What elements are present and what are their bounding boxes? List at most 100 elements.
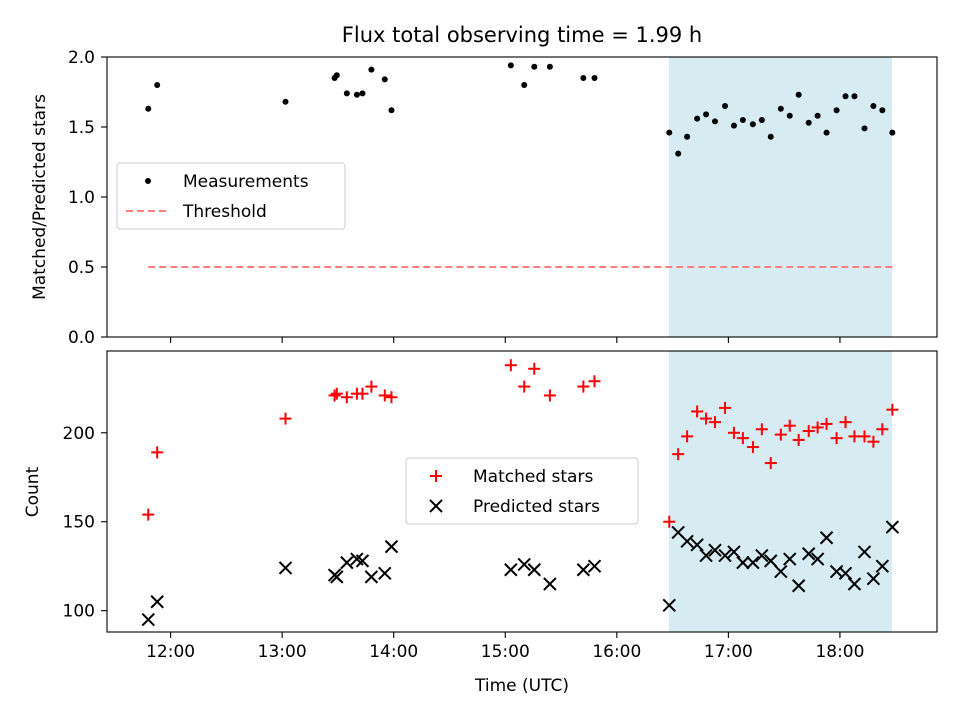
predicted-stars-point (699, 548, 713, 563)
predicted-stars-point (875, 559, 890, 573)
matched-stars-point (811, 421, 824, 434)
predicted-stars-point (587, 559, 602, 573)
legend-label-measurements: Measurements (183, 172, 309, 192)
measurements-point (154, 82, 161, 88)
predicted-stars-point (755, 548, 769, 563)
matched-stars-point (886, 403, 899, 416)
bottom-xtick-label: 16:00 (592, 642, 641, 662)
top-panel: 0.00.51.01.52.0 Matched/Predicted stars … (30, 48, 938, 348)
bottom-xtick-label: 15:00 (481, 642, 530, 662)
matched-stars-point (279, 412, 292, 425)
legend-label-predicted: Predicted stars (473, 497, 600, 517)
matched-stars-point (830, 432, 843, 445)
matched-stars-point (867, 435, 880, 448)
measurements-point (795, 91, 802, 98)
measurements-point (666, 129, 673, 136)
matched-stars-point (820, 417, 833, 430)
bottom-xtick-label: 12:00 (146, 642, 195, 662)
top-legend: Measurements Threshold (116, 162, 346, 230)
measurements-point (777, 105, 784, 112)
bottom-ytick-label: 100 (63, 602, 95, 622)
predicted-stars-point (866, 571, 881, 586)
bottom-xtick-label: 14:00 (369, 642, 418, 662)
predicted-stars-point (801, 547, 816, 561)
top-ytick-label: 0.5 (68, 258, 95, 278)
predicted-stars-point (690, 538, 704, 552)
predicted-stars-point (819, 531, 834, 545)
legend-label-threshold: Threshold (182, 202, 267, 222)
legend-label-matched: Matched stars (473, 467, 593, 487)
measurements-point (381, 76, 388, 83)
measurements-point (758, 117, 765, 123)
bottom-legend-box (405, 457, 639, 525)
matched-stars-point (330, 387, 343, 400)
matched-stars-point (328, 389, 341, 402)
measurements-point (870, 103, 877, 109)
predicted-stars-point (708, 543, 722, 557)
matched-stars-point (802, 425, 815, 438)
measurements-point (823, 129, 830, 136)
matched-stars-point (774, 428, 787, 441)
matched-stars-point (764, 457, 777, 470)
matched-stars-point (792, 433, 805, 446)
predicted-stars-point (718, 548, 732, 563)
bottom-xlabel: Time (UTC) (474, 676, 569, 696)
bottom-axes-frame (106, 350, 938, 633)
matched-stars-point (746, 441, 759, 454)
predicted-stars-point (847, 577, 862, 591)
bottom-ylabel: Count (23, 466, 43, 517)
measurements-point (684, 133, 691, 140)
predicted-stars-point (278, 561, 293, 575)
top-ytick-label: 0.0 (68, 328, 95, 348)
measurements-point (861, 125, 868, 132)
measurements-point (359, 90, 366, 97)
top-marks (145, 62, 896, 268)
predicted-stars-point (355, 554, 370, 568)
predicted-stars-point (150, 595, 164, 609)
bottom-ytick-label: 150 (63, 513, 95, 533)
top-ytick-label: 1.0 (68, 188, 95, 208)
legend-plus-marker (430, 470, 442, 482)
bottom-xtick-label: 13:00 (258, 642, 307, 662)
matched-stars-point (543, 389, 556, 402)
predicted-stars-point (838, 566, 853, 581)
measurements-point (343, 90, 350, 97)
matched-stars-point (839, 416, 852, 429)
predicted-stars-point (378, 566, 392, 581)
legend-x-marker (429, 499, 443, 513)
measurements-point (282, 98, 289, 105)
matched-stars-point (385, 391, 398, 404)
measurements-point (507, 62, 514, 69)
measurements-point (591, 75, 598, 81)
bottom-panel: 12:00 13:00 14:00 15:00 16:00 17:00 18:00 100 15… (23, 350, 938, 696)
matched-stars-point (708, 416, 721, 429)
matched-stars-point (577, 380, 590, 393)
matched-stars-point (151, 446, 164, 459)
top-legend-box (116, 162, 346, 230)
matched-stars-point (518, 380, 531, 393)
top-ticks: 0.0 0.5 1.0 1.5 2.0 (68, 48, 841, 348)
measurements-point (879, 107, 886, 114)
measurements-point (722, 103, 729, 109)
predicted-stars-point (774, 564, 788, 579)
measurements-point (749, 121, 756, 128)
measurements-point (833, 107, 840, 114)
predicted-stars-point (885, 520, 900, 534)
bottom-xtick-label: 18:00 (815, 642, 864, 662)
predicted-stars-point (576, 563, 591, 577)
measurements-point (730, 122, 737, 129)
predicted-stars-point (857, 545, 872, 559)
bottom-shade (668, 351, 893, 632)
measurements-point (786, 112, 793, 119)
matched-stars-point (365, 380, 378, 393)
measurements-point (703, 111, 710, 118)
measurements-point (814, 112, 821, 119)
matched-stars-point (504, 359, 517, 372)
predicted-stars-point (736, 555, 750, 570)
top-ytick-label: 2.0 (68, 48, 95, 68)
matched-stars-point (672, 448, 685, 461)
predicted-stars-point (764, 554, 778, 568)
matched-stars-point (736, 432, 749, 445)
matched-stars-point (340, 391, 353, 404)
matched-stars-point (858, 430, 871, 443)
